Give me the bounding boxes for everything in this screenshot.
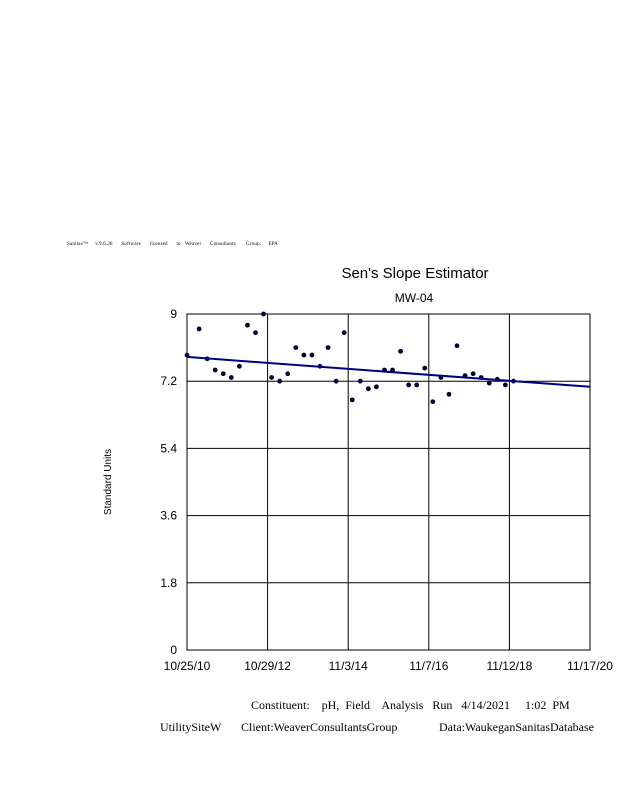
data-point [236, 363, 242, 369]
x-tick-label: 11/3/14 [329, 659, 368, 673]
y-axis-label: Standard Units [103, 449, 114, 515]
y-tick-label: 9 [170, 307, 177, 321]
x-tick-label: 11/7/16 [409, 659, 448, 673]
data-point [293, 345, 299, 350]
data-point [349, 397, 355, 403]
y-tick-labels: 0 1.8 3.6 5.4 7.2 9 [160, 307, 177, 657]
data-point [269, 375, 275, 380]
y-tick-label: 5.4 [160, 441, 177, 455]
data-point [341, 330, 347, 336]
data-point [422, 365, 428, 371]
data-point [333, 378, 339, 384]
data-points [184, 311, 516, 405]
data-point [261, 311, 266, 317]
x-tick-label: 11/17/20 [567, 659, 613, 673]
license-text: Sanitas™ v.9.6.28 Software licensed to W… [67, 242, 279, 247]
x-tick-label: 10/25/10 [164, 659, 211, 673]
data-point [245, 322, 250, 328]
x-tick-labels: 10/25/10 10/29/12 11/3/14 11/7/16 11/12/18 11… [164, 659, 614, 673]
data-point [301, 352, 307, 358]
data-point [454, 343, 460, 349]
y-tick-label: 0 [170, 643, 177, 657]
data-point [486, 380, 492, 386]
data-point [357, 378, 363, 384]
data-point [325, 345, 331, 350]
data-point [196, 326, 202, 332]
x-tick-label: 11/12/18 [486, 659, 532, 673]
data-point [502, 382, 508, 388]
data-point [414, 382, 420, 388]
data-point [253, 330, 258, 336]
data-point [309, 352, 315, 358]
data-point [212, 367, 218, 373]
footer-client: Client:WeaverConsultantsGroup [241, 720, 398, 734]
data-point [446, 391, 452, 397]
plot-area [186, 313, 591, 651]
data-point [365, 386, 371, 392]
y-tick-label: 7.2 [160, 374, 177, 388]
y-tick-label: 1.8 [160, 576, 177, 590]
data-point [406, 382, 412, 388]
sens-slope-trend-line [186, 355, 591, 388]
chart-subtitle: MW-04 [395, 291, 434, 305]
data-point [277, 378, 283, 384]
data-point [398, 348, 403, 354]
footer-constituent: Constituent: pH, Field Analysis Run 4/14… [251, 698, 570, 712]
footer-site: UtilitySiteW [160, 720, 222, 734]
footer-data: Data:WaukeganSanitasDatabase [439, 720, 594, 734]
data-point [430, 399, 436, 405]
y-tick-label: 3.6 [160, 509, 177, 523]
data-point [470, 371, 476, 377]
data-point [374, 384, 379, 390]
data-point [228, 375, 234, 380]
data-point [220, 371, 226, 377]
chart-title: Sen's Slope Estimator [341, 265, 488, 282]
data-point [285, 371, 291, 377]
x-tick-label: 10/29/12 [244, 659, 291, 673]
grid-lines [186, 313, 591, 651]
